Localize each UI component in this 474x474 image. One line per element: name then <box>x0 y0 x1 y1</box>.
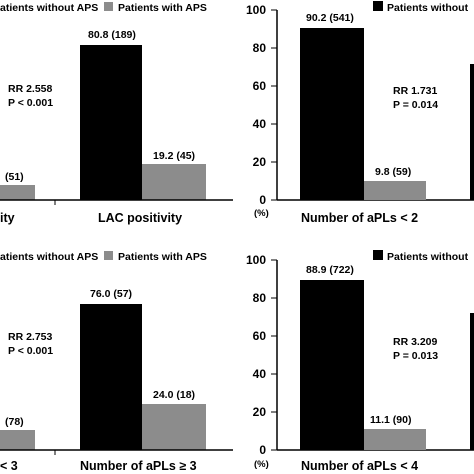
data-label: 76.0 (57) <box>90 288 132 300</box>
data-label: 9.8 (59) <box>375 166 411 178</box>
y-tick-label: 0 <box>259 193 266 207</box>
x-tick-label: Number of aPLs < 2 <box>301 211 418 225</box>
rr-annotation: RR 2.558 <box>8 83 53 95</box>
y-tick-label: 20 <box>253 155 267 169</box>
p-annotation: P = 0.013 <box>393 350 438 362</box>
legend-label-with-aps: Patients with APS <box>118 2 207 14</box>
p-annotation: P = 0.014 <box>393 99 438 111</box>
p-annotation: P < 0.001 <box>8 97 53 109</box>
panel-bottom-right: Patients without 100 80 60 40 20 0 (%) 8… <box>246 250 474 473</box>
rr-annotation: RR 3.209 <box>393 336 438 348</box>
y-ticks-bottom-right <box>271 259 277 451</box>
data-label: 90.2 (541) <box>306 12 354 24</box>
bar-with-aps-apl2 <box>364 181 426 200</box>
bar-with-aps-partial <box>0 185 35 200</box>
bar-without-aps-apl4 <box>300 280 364 450</box>
x-tick-label: LAC positivity <box>98 211 182 225</box>
legend-label-without-aps: atients without APS <box>0 2 98 14</box>
y-tick-label: 60 <box>253 329 267 343</box>
bar-with-aps-apl4 <box>364 429 426 450</box>
y-tick-label: 100 <box>246 253 266 267</box>
legend-swatch-with-aps <box>104 251 113 260</box>
y-tick-label: 20 <box>253 405 267 419</box>
bar-with-aps-lac <box>142 164 206 200</box>
legend-label-without-aps: Patients without <box>387 251 469 263</box>
x-tick-label: Number of aPLs < 4 <box>301 459 418 473</box>
bar-next-partial <box>470 64 474 200</box>
y-ticks-top-right <box>271 9 277 201</box>
y-unit-label: (%) <box>254 459 269 470</box>
bar-without-aps-apl2 <box>300 28 364 200</box>
y-tick-label: 60 <box>253 79 267 93</box>
data-label: 24.0 (18) <box>153 389 195 401</box>
y-tick-label: 100 <box>246 3 266 17</box>
data-label: (51) <box>5 171 24 183</box>
data-label: 11.1 (90) <box>370 414 411 426</box>
legend-label-with-aps: Patients with APS <box>118 251 207 263</box>
x-tick-label: < 3 <box>0 459 18 473</box>
y-tick-label: 40 <box>253 367 267 381</box>
bar-with-aps-apl3 <box>142 404 206 450</box>
data-label: 88.9 (722) <box>306 264 354 276</box>
legend-label-without-aps: atients without APS <box>0 251 98 263</box>
panel-top-right: Patients without 100 80 60 40 20 0 (%) 9… <box>246 1 474 225</box>
data-label: 19.2 (45) <box>153 150 195 162</box>
bar-next-partial <box>470 313 474 450</box>
y-unit-label: (%) <box>254 208 269 219</box>
legend-swatch-without-aps <box>373 250 383 260</box>
y-tick-label: 40 <box>253 117 267 131</box>
bar-without-aps-apl3 <box>80 304 142 450</box>
x-tick-label: Number of aPLs ≥ 3 <box>80 459 197 473</box>
data-label: 80.8 (189) <box>88 29 136 41</box>
y-tick-label: 80 <box>253 41 267 55</box>
y-tick-label: 0 <box>259 443 266 457</box>
legend-label-without-aps: Patients without <box>387 2 469 14</box>
legend-swatch-without-aps <box>373 1 383 11</box>
p-annotation: P < 0.001 <box>8 345 53 357</box>
rr-annotation: RR 1.731 <box>393 85 438 97</box>
data-label: (78) <box>5 416 24 428</box>
panel-bottom-left: atients without APS Patients with APS (7… <box>0 251 233 473</box>
panel-top-left: atients without APS Patients with APS (5… <box>0 2 233 225</box>
y-tick-label: 80 <box>253 291 267 305</box>
bar-without-aps-lac <box>80 45 142 200</box>
bar-with-aps-partial <box>0 430 35 450</box>
rr-annotation: RR 2.753 <box>8 331 53 343</box>
legend-swatch-with-aps <box>104 2 113 11</box>
x-tick-label: ity <box>0 211 15 225</box>
